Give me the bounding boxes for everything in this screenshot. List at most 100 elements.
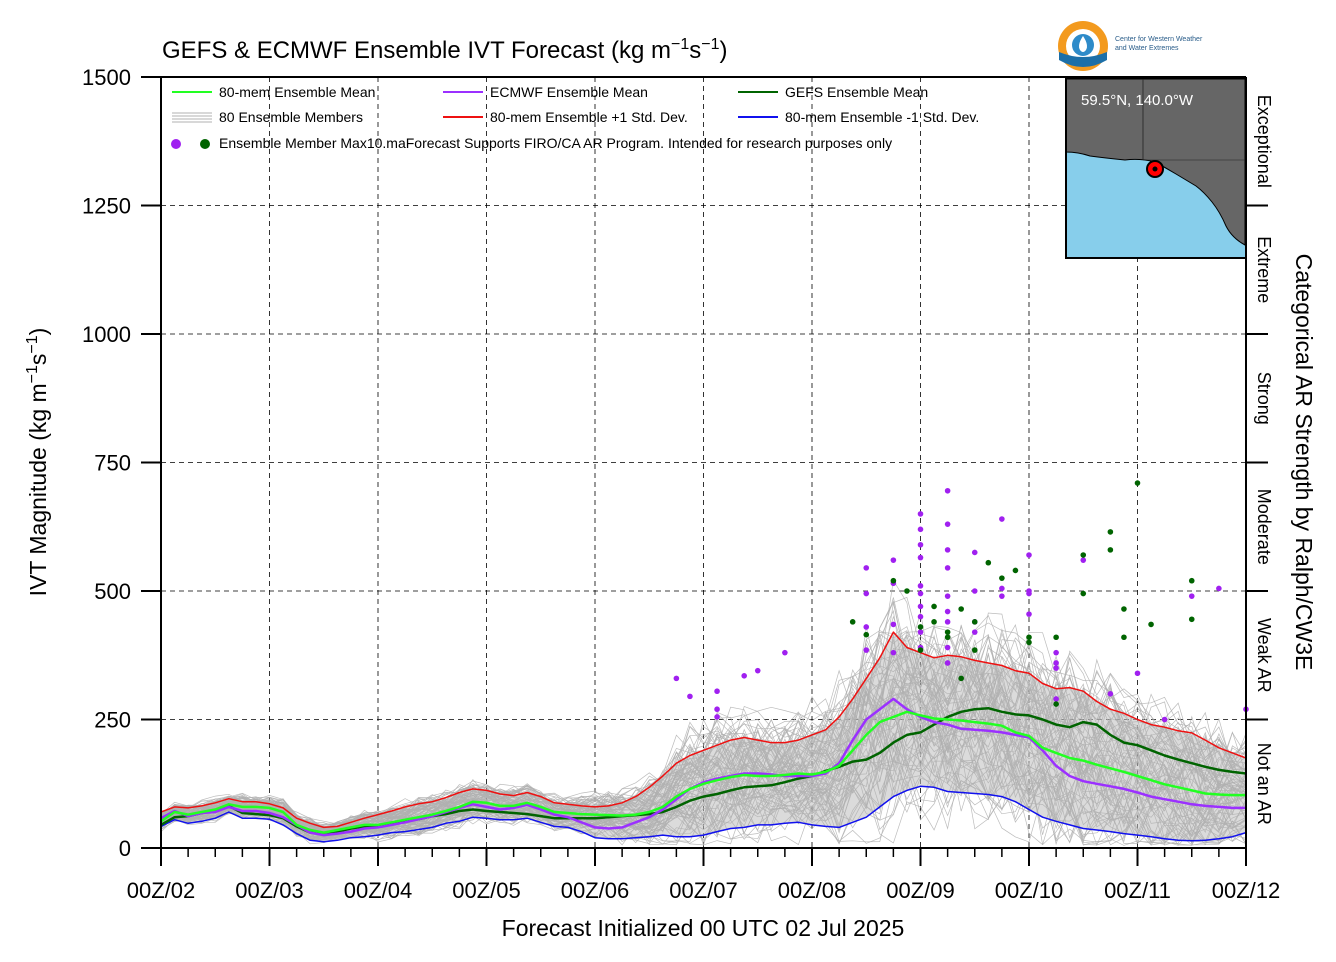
ecmwf-max-point bbox=[917, 603, 924, 610]
ecmwf-max-point bbox=[1161, 716, 1168, 723]
gefs-max-point bbox=[1188, 577, 1195, 584]
ecmwf-max-point bbox=[944, 547, 951, 553]
ecmwf-max-point bbox=[1026, 588, 1032, 594]
ecmwf-max-point bbox=[863, 565, 870, 571]
gefs-max-point bbox=[958, 606, 964, 612]
ecmwf-max-point bbox=[917, 583, 924, 589]
ecmwf-max-point bbox=[863, 590, 870, 597]
gefs-max-point bbox=[1012, 567, 1019, 574]
inset-map: 59.5°N, 140.0°W bbox=[1065, 77, 1247, 259]
ecmwf-max-point bbox=[1026, 552, 1032, 558]
ecmwf-max-point bbox=[1053, 649, 1059, 656]
category-label: Not an AR bbox=[1254, 743, 1274, 825]
legend-swatch-members bbox=[172, 112, 212, 123]
gefs-max-point bbox=[890, 577, 897, 584]
ecmwf-max-point bbox=[754, 667, 761, 674]
gefs-max-point bbox=[1121, 606, 1127, 612]
gefs-max-point bbox=[1053, 701, 1059, 707]
ensemble-member-line bbox=[160, 639, 1247, 831]
gefs-max-point bbox=[917, 624, 924, 630]
x-tick-label: 00Z/08 bbox=[778, 878, 847, 903]
gefs-max-point bbox=[1107, 547, 1114, 553]
gefs-max-point bbox=[1107, 529, 1114, 535]
gefs-max-point bbox=[999, 575, 1005, 581]
ecmwf-max-point bbox=[944, 521, 951, 527]
ensemble-member-line bbox=[160, 597, 1247, 828]
ecmwf-max-point bbox=[863, 647, 870, 653]
ecmwf-max-point bbox=[917, 541, 924, 548]
series-line-minus1 bbox=[160, 785, 1247, 843]
ensemble-member-line bbox=[160, 748, 1247, 846]
legend-gefs-mean: GEFS Ensemble Mean bbox=[785, 84, 928, 100]
ecmwf-max-point bbox=[944, 593, 951, 599]
logo-line2: and Water Extremes bbox=[1115, 45, 1179, 52]
gefs-max-point bbox=[944, 629, 951, 635]
ecmwf-max-point bbox=[1080, 557, 1087, 563]
chart-title: GEFS & ECMWF Ensemble IVT Forecast (kg m… bbox=[162, 36, 728, 64]
ecmwf-max-point bbox=[917, 590, 924, 597]
gefs-max-point bbox=[931, 603, 937, 610]
ecmwf-max-point bbox=[1216, 585, 1222, 592]
legend-mean80: 80-mem Ensemble Mean bbox=[219, 84, 375, 100]
x-tick-label: 00Z/10 bbox=[995, 878, 1064, 903]
ensemble-member-line bbox=[160, 759, 1247, 846]
ecmwf-max-point bbox=[944, 644, 951, 651]
gefs-max-point bbox=[904, 588, 910, 594]
series-line-plus1 bbox=[160, 631, 1247, 829]
y-tick-label: 1500 bbox=[82, 65, 131, 90]
x-tick-label: 00Z/06 bbox=[561, 878, 630, 903]
x-tick-label: 00Z/09 bbox=[886, 878, 955, 903]
ecmwf-max-point bbox=[944, 660, 951, 666]
legend-max: Ensemble Member Max10.maForecast Support… bbox=[219, 135, 892, 151]
y-axis-label: IVT Magnitude (kg m−1s−1) bbox=[24, 328, 51, 597]
ecmwf-max-point bbox=[917, 629, 924, 635]
x-tick-label: 00Z/07 bbox=[669, 878, 738, 903]
category-label: Strong bbox=[1254, 372, 1274, 425]
ecmwf-max-point bbox=[971, 629, 978, 635]
x-tick-label: 00Z/12 bbox=[1212, 878, 1281, 903]
category-label: Weak AR bbox=[1254, 618, 1274, 693]
map-location-label: 59.5°N, 140.0°W bbox=[1081, 92, 1194, 109]
ensemble-member-line bbox=[160, 747, 1247, 846]
ecmwf-max-point bbox=[741, 673, 747, 679]
logo-line1: Center for Western Weather bbox=[1115, 36, 1203, 43]
category-label: Exceptional bbox=[1254, 95, 1274, 188]
ecmwf-max-point bbox=[890, 621, 897, 628]
x-tick-label: 00Z/05 bbox=[452, 878, 521, 903]
y-tick-label: 1250 bbox=[82, 194, 131, 219]
y-tick-label: 250 bbox=[94, 708, 131, 733]
ecmwf-max-point bbox=[890, 557, 897, 563]
ecmwf-max-point bbox=[1134, 670, 1141, 677]
y-tick-label: 500 bbox=[94, 579, 131, 604]
ecmwf-max-point bbox=[917, 613, 924, 620]
gefs-max-point bbox=[1053, 634, 1059, 641]
y-tick-label: 1000 bbox=[82, 322, 131, 347]
ecmwf-max-point bbox=[944, 608, 951, 615]
series-line-ecmwf-mean bbox=[160, 697, 1246, 837]
ecmwf-max-point bbox=[971, 549, 978, 556]
legend-swatch-ecmwf-max bbox=[171, 139, 181, 149]
ecmwf-max-point bbox=[917, 554, 924, 561]
ecmwf-max-point bbox=[714, 688, 720, 695]
gefs-max-point bbox=[1148, 621, 1154, 628]
gefs-max-point bbox=[1188, 616, 1195, 623]
series-line-mean80 bbox=[160, 710, 1246, 834]
ensemble-member-line bbox=[160, 614, 1247, 827]
gefs-max-point bbox=[1080, 552, 1087, 558]
gefs-max-point bbox=[1026, 639, 1032, 646]
axes: 0 250 500 750 1000 1250 1500 00Z/02 00Z/03 00Z/04… bbox=[82, 65, 1280, 903]
category-label: Moderate bbox=[1254, 489, 1274, 565]
series-lines bbox=[160, 631, 1247, 843]
ecmwf-max-point bbox=[687, 693, 693, 700]
right-axis-label: Categorical AR Strength by Ralph/CW3E bbox=[1291, 254, 1317, 671]
legend-members: 80 Ensemble Members bbox=[219, 109, 363, 125]
ecmwf-max-point bbox=[917, 526, 924, 533]
series-line-gefs-mean bbox=[160, 706, 1247, 835]
ensemble-member-line bbox=[160, 635, 1247, 832]
ecmwf-max-point bbox=[1053, 660, 1059, 666]
ecmwf-max-point bbox=[999, 516, 1005, 522]
category-label: Extreme bbox=[1254, 236, 1274, 303]
gefs-max-point bbox=[1026, 634, 1032, 641]
ecmwf-max-point bbox=[1107, 691, 1114, 697]
